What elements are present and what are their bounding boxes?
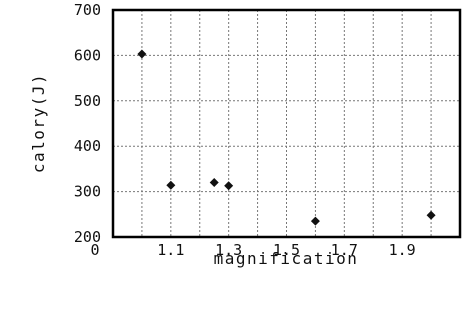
data-point — [137, 49, 147, 59]
y-tick-label: 200 — [74, 228, 101, 246]
x-axis-label: magnification — [214, 249, 359, 268]
y-tick-label: 400 — [74, 137, 101, 155]
plot-area — [111, 8, 462, 239]
x-axis-ticks: 0 1.1 1.3 1.5 1.7 1.9 — [90, 241, 415, 259]
data-point — [310, 216, 320, 226]
y-tick-label: 500 — [74, 92, 101, 110]
grid — [113, 10, 460, 237]
x-tick-label: 1.1 — [157, 241, 184, 259]
data-point — [426, 210, 436, 220]
y-tick-label: 700 — [74, 1, 101, 19]
data-point — [209, 178, 219, 188]
data-point — [224, 181, 234, 191]
x-tick-label: 1.7 — [331, 241, 358, 259]
data-point — [166, 180, 176, 190]
x-tick-label: 0 — [90, 241, 99, 259]
x-tick-label: 1.3 — [215, 241, 242, 259]
y-tick-label: 300 — [74, 183, 101, 201]
x-tick-label: 1.9 — [389, 241, 416, 259]
y-axis-label: calory(J) — [29, 73, 48, 173]
data-points — [137, 49, 436, 226]
y-tick-label: 600 — [74, 46, 101, 64]
x-tick-label: 1.5 — [273, 241, 300, 259]
y-axis-ticks: 200 300 400 500 600 700 — [74, 1, 101, 246]
